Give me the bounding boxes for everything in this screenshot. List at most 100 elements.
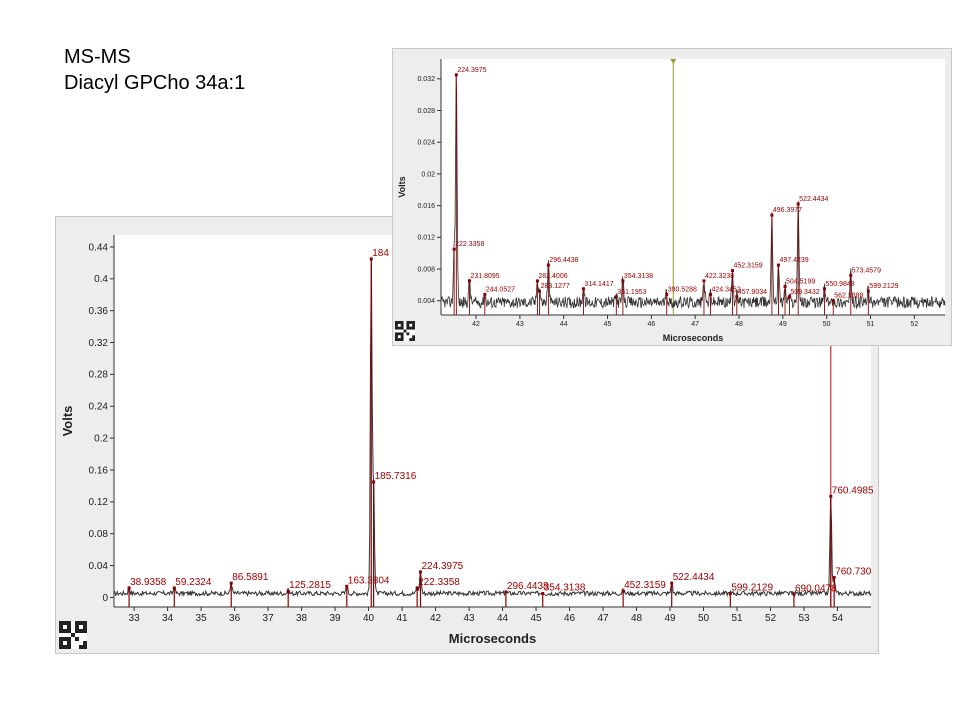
inset-peak-label: 222.3358 — [455, 241, 484, 248]
main-peak-label: 38.9358 — [130, 577, 167, 588]
main-x-tick-label: 39 — [330, 613, 342, 624]
inset-peak-marker[interactable] — [822, 287, 826, 291]
main-y-tick-label: 0.04 — [89, 561, 109, 572]
main-peak-marker[interactable] — [504, 590, 508, 594]
main-peak-marker[interactable] — [829, 494, 833, 498]
main-peak-label: 222.3358 — [418, 577, 460, 588]
main-peak-label: 224.3975 — [421, 561, 463, 572]
inset-peak-label: 504.5199 — [786, 278, 815, 285]
inset-peak-marker[interactable] — [866, 289, 870, 293]
inset-y-tick-label: 0.004 — [417, 298, 435, 305]
main-peak-marker[interactable] — [286, 589, 290, 593]
main-y-tick-label: 0.08 — [89, 529, 109, 540]
inset-peak-marker[interactable] — [665, 292, 669, 296]
main-peak-label: 86.5891 — [232, 572, 269, 583]
main-y-tick-label: 0.12 — [89, 497, 109, 508]
inset-peak-marker[interactable] — [770, 213, 774, 217]
inset-peak-marker[interactable] — [735, 295, 739, 299]
inset-peak-marker[interactable] — [776, 263, 780, 267]
main-peak-marker[interactable] — [541, 591, 545, 595]
main-y-tick-label: 0.4 — [94, 274, 108, 285]
inset-peak-marker[interactable] — [796, 202, 800, 206]
main-peak-marker[interactable] — [415, 586, 419, 590]
main-peak-marker[interactable] — [127, 586, 131, 590]
inset-peak-marker[interactable] — [730, 269, 734, 273]
main-y-tick-label: 0.36 — [89, 306, 109, 317]
inset-peak-label: 314.1417 — [584, 281, 613, 288]
inset-peak-marker[interactable] — [538, 289, 542, 293]
main-peak-marker[interactable] — [372, 480, 376, 484]
inset-spectrum-trace — [440, 76, 946, 310]
main-x-tick-label: 41 — [396, 613, 408, 624]
inset-peak-label: 296.4438 — [549, 257, 578, 264]
inset-peak-label: 354.3138 — [624, 273, 653, 280]
main-peak-marker[interactable] — [621, 589, 625, 593]
main-x-tick-label: 51 — [731, 613, 743, 624]
main-y-tick-label: 0 — [102, 593, 108, 604]
main-x-tick-label: 45 — [530, 613, 542, 624]
inset-peak-label: 457.9034 — [738, 289, 767, 296]
inset-peak-label: 509.3432 — [790, 289, 819, 296]
main-x-tick-label: 47 — [597, 613, 609, 624]
inset-x-tick-label: 47 — [691, 321, 699, 328]
inset-peak-marker[interactable] — [452, 247, 456, 251]
main-peak-marker[interactable] — [832, 576, 836, 580]
inset-peak-label: 599.2129 — [869, 283, 898, 290]
main-peak-marker[interactable] — [229, 581, 233, 585]
main-peak-label: 184 — [372, 248, 389, 259]
inset-peak-marker[interactable] — [709, 292, 713, 296]
inset-peak-marker[interactable] — [546, 263, 550, 267]
main-y-tick-label: 0.16 — [89, 465, 109, 476]
inset-peak-marker[interactable] — [621, 279, 625, 283]
inset-peak-marker[interactable] — [849, 273, 853, 277]
inset-peak-marker[interactable] — [454, 73, 458, 77]
inset-peak-marker[interactable] — [787, 295, 791, 299]
inset-peak-label: 390.5288 — [668, 286, 697, 293]
inset-x-tick-label: 44 — [560, 321, 568, 328]
inset-y-tick-label: 0.028 — [417, 108, 435, 115]
inset-x-tick-label: 46 — [647, 321, 655, 328]
main-y-axis-label: Volts — [60, 406, 75, 437]
inset-peak-label: 550.9848 — [825, 281, 854, 288]
inset-y-axis-label: Volts — [397, 176, 407, 197]
inset-x-tick-label: 49 — [779, 321, 787, 328]
inset-x-axis-label: Microseconds — [663, 333, 724, 343]
inset-x-tick-label: 45 — [604, 321, 612, 328]
inset-peak-marker[interactable] — [581, 287, 585, 291]
main-peak-marker[interactable] — [670, 581, 674, 585]
inset-y-tick-label: 0.02 — [421, 171, 435, 178]
main-peak-label: 690.0478 — [795, 583, 837, 594]
inset-peak-marker[interactable] — [535, 279, 539, 283]
main-peak-label: 522.4434 — [673, 572, 715, 583]
inset-plot-area — [441, 59, 945, 315]
main-peak-marker[interactable] — [345, 584, 349, 588]
main-peak-marker[interactable] — [369, 257, 373, 261]
main-peak-marker[interactable] — [792, 592, 796, 596]
main-x-tick-label: 35 — [196, 613, 208, 624]
inset-peak-marker[interactable] — [831, 299, 835, 303]
inset-peak-label: 224.3975 — [457, 67, 486, 74]
main-x-tick-label: 49 — [664, 613, 676, 624]
inset-peak-label: 522.4434 — [799, 196, 828, 203]
inset-peak-marker[interactable] — [614, 295, 618, 299]
inset-x-tick-label: 42 — [472, 321, 480, 328]
inset-cursor-marker[interactable] — [670, 59, 677, 64]
inset-peak-marker[interactable] — [783, 284, 787, 288]
main-y-tick-label: 0.24 — [89, 402, 109, 413]
inset-peak-label: 424.3452 — [712, 286, 741, 293]
main-peak-marker[interactable] — [418, 570, 422, 574]
inset-peak-label: 497.4239 — [779, 257, 808, 264]
inset-x-tick-label: 43 — [516, 321, 524, 328]
inset-x-tick-label: 48 — [735, 321, 743, 328]
main-peak-marker[interactable] — [728, 591, 732, 595]
main-x-tick-label: 36 — [229, 613, 241, 624]
inset-peak-marker[interactable] — [467, 279, 471, 283]
inset-peak-label: 562.1888 — [834, 293, 863, 300]
main-x-axis-label: Microseconds — [449, 631, 536, 646]
main-peak-marker[interactable] — [172, 586, 176, 590]
main-peak-label: 185.7316 — [375, 471, 417, 482]
inset-peak-label: 231.8095 — [470, 273, 499, 280]
inset-peak-marker[interactable] — [483, 292, 487, 296]
inset-peak-marker[interactable] — [702, 279, 706, 283]
main-y-tick-label: 0.44 — [89, 242, 109, 253]
